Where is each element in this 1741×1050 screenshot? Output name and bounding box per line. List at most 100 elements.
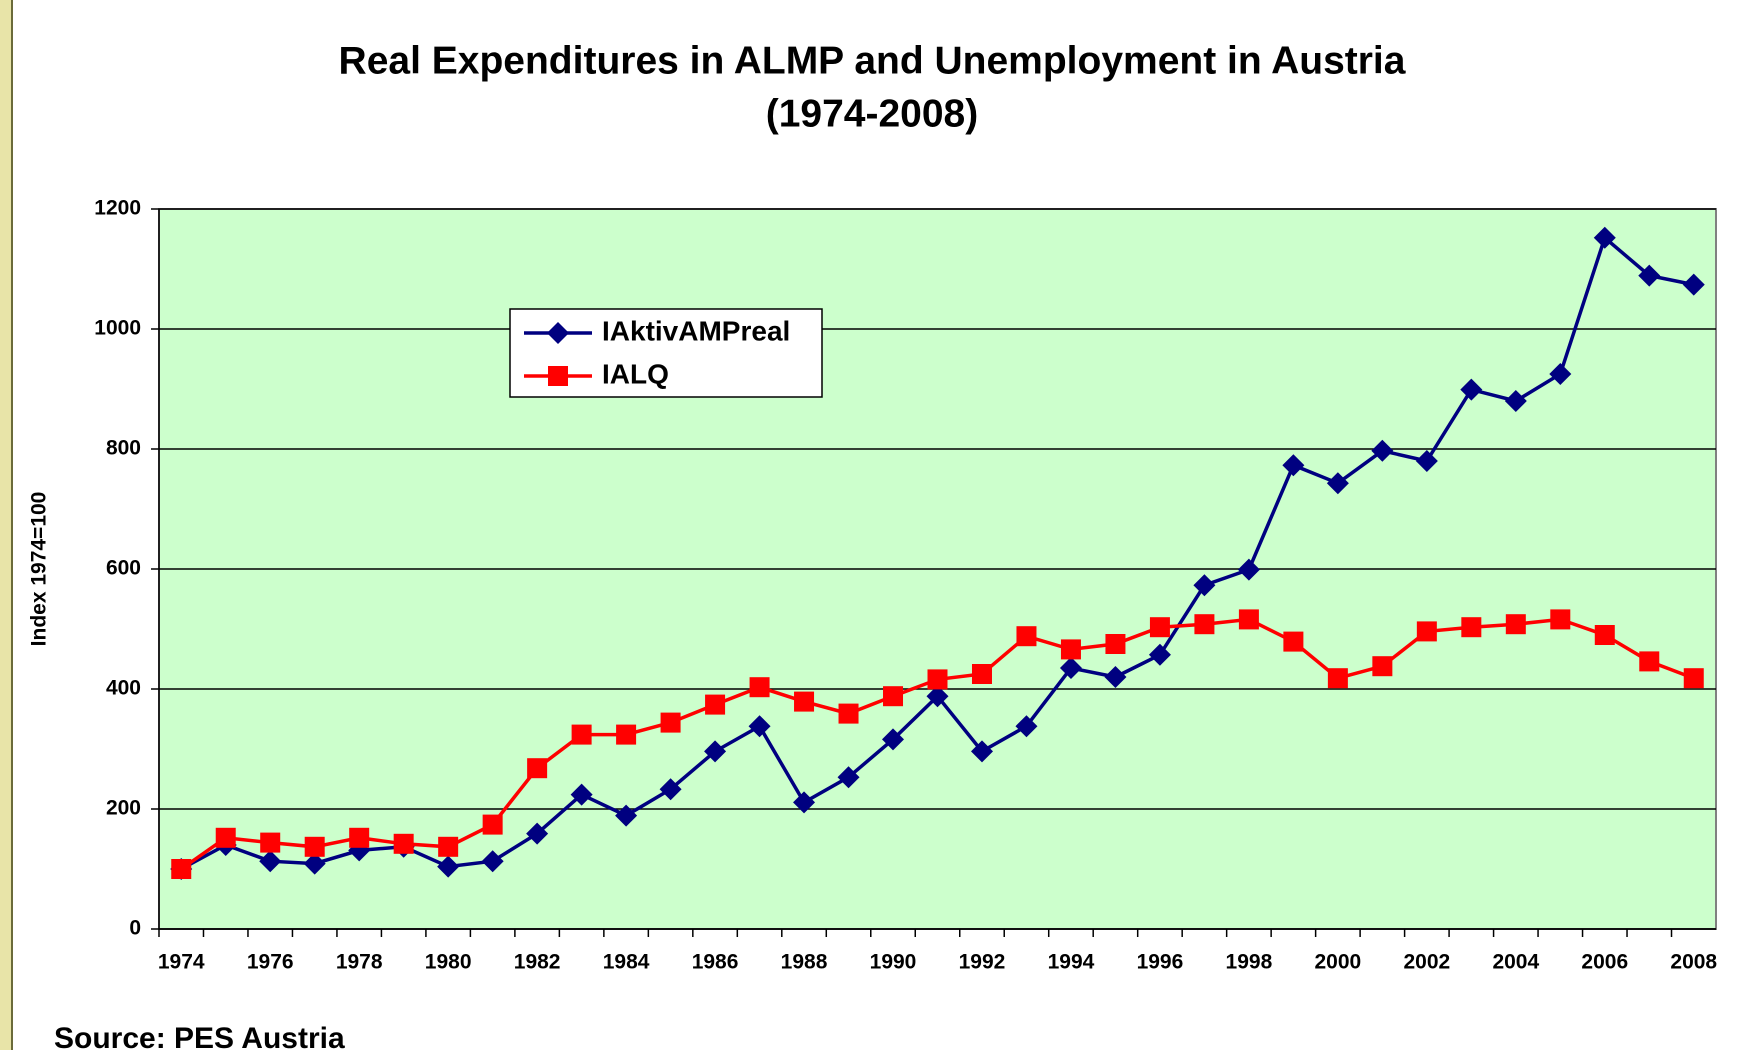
data-point xyxy=(1149,617,1170,638)
data-point xyxy=(660,712,681,733)
data-point xyxy=(1594,625,1615,645)
data-point xyxy=(304,836,325,857)
data-point xyxy=(793,791,816,814)
data-point xyxy=(927,669,948,690)
data-point xyxy=(1593,226,1616,249)
data-point xyxy=(1460,378,1483,401)
data-point xyxy=(259,850,282,873)
x-tick-label: 2000 xyxy=(1315,951,1362,974)
x-tick-label: 2008 xyxy=(1670,951,1717,974)
data-point xyxy=(616,724,637,745)
data-point xyxy=(882,728,905,751)
y-tick-label: 0 xyxy=(129,917,141,940)
data-point xyxy=(1682,273,1705,296)
data-point xyxy=(1193,574,1216,597)
data-point xyxy=(1238,609,1259,630)
data-point xyxy=(481,850,504,873)
data-point xyxy=(1638,264,1661,287)
x-tick-label: 1994 xyxy=(1048,951,1095,974)
data-point xyxy=(527,758,548,779)
data-point xyxy=(1237,558,1260,581)
data-point xyxy=(482,814,503,835)
data-point xyxy=(1327,668,1348,689)
data-point xyxy=(303,852,326,875)
x-tick-label: 1990 xyxy=(870,951,917,974)
data-point xyxy=(438,836,459,857)
data-point xyxy=(1550,609,1571,630)
data-point xyxy=(1016,626,1037,647)
data-point xyxy=(615,804,638,827)
data-point xyxy=(1504,390,1527,412)
data-point xyxy=(926,685,949,708)
x-tick-label: 1976 xyxy=(247,951,294,974)
data-point xyxy=(1461,617,1482,638)
source: Source: PES Austria xyxy=(54,1022,345,1050)
x-tick-label: 1986 xyxy=(692,951,739,974)
x-tick-label: 1982 xyxy=(514,951,561,974)
y-tick-label: 200 xyxy=(106,797,141,820)
data-point xyxy=(748,715,771,738)
x-tick-label: 1998 xyxy=(1226,951,1273,974)
data-point xyxy=(970,740,993,763)
data-point xyxy=(1326,472,1349,495)
slide-frame xyxy=(0,0,12,1050)
data-point xyxy=(1148,643,1171,666)
data-point xyxy=(260,832,281,853)
data-point xyxy=(838,703,859,724)
data-point xyxy=(1372,656,1393,677)
x-tick-label: 1974 xyxy=(158,951,205,974)
data-point xyxy=(570,783,593,806)
legend-label: IALQ xyxy=(602,358,669,389)
data-point xyxy=(704,740,727,763)
chart-subtitle: (1974-2008) xyxy=(766,92,978,135)
data-point xyxy=(1104,666,1127,688)
data-point xyxy=(1282,454,1305,477)
data-point xyxy=(1416,621,1437,642)
x-tick-label: 1996 xyxy=(1137,951,1184,974)
data-point xyxy=(571,724,592,745)
data-point xyxy=(659,778,682,801)
data-point xyxy=(437,855,460,878)
x-tick-label: 1992 xyxy=(959,951,1006,974)
x-tick-label: 2004 xyxy=(1492,951,1539,974)
x-tick-label: 2006 xyxy=(1581,951,1628,974)
data-point xyxy=(1415,450,1438,472)
data-point xyxy=(215,827,236,848)
data-point xyxy=(1683,668,1704,689)
data-point xyxy=(1639,651,1660,672)
data-point xyxy=(1194,614,1215,635)
x-tick-label: 2002 xyxy=(1403,951,1450,974)
data-point xyxy=(1283,631,1304,652)
data-point xyxy=(705,694,726,715)
y-tick-label: 400 xyxy=(106,677,141,700)
x-tick-label: 1984 xyxy=(603,951,650,974)
data-point xyxy=(1015,715,1038,738)
x-tick-label: 1980 xyxy=(425,951,472,974)
data-point xyxy=(171,859,192,879)
chart-title: Real Expenditures in ALMP and Unemployme… xyxy=(339,39,1406,82)
y-tick-label: 1200 xyxy=(94,197,141,220)
data-point xyxy=(1060,639,1081,660)
data-point xyxy=(837,766,860,789)
data-point xyxy=(749,677,770,698)
data-point xyxy=(526,822,549,845)
y-axis-label: Index 1974=100 xyxy=(28,492,51,647)
x-tick-label: 1978 xyxy=(336,951,383,974)
data-point xyxy=(1549,363,1572,385)
data-point xyxy=(1505,614,1526,635)
y-tick-label: 800 xyxy=(106,437,141,460)
legend-label: IAktivAMPreal xyxy=(602,315,790,346)
legend-marker xyxy=(547,322,569,344)
data-point xyxy=(1059,657,1082,679)
data-point xyxy=(794,691,815,712)
y-tick-label: 1000 xyxy=(94,317,141,340)
data-point xyxy=(393,833,414,854)
data-point xyxy=(1105,634,1126,654)
data-point xyxy=(883,686,904,707)
legend-marker xyxy=(548,366,568,386)
data-point xyxy=(971,664,992,684)
data-point xyxy=(1371,439,1394,462)
x-tick-label: 1988 xyxy=(781,951,828,974)
data-point xyxy=(349,827,370,848)
